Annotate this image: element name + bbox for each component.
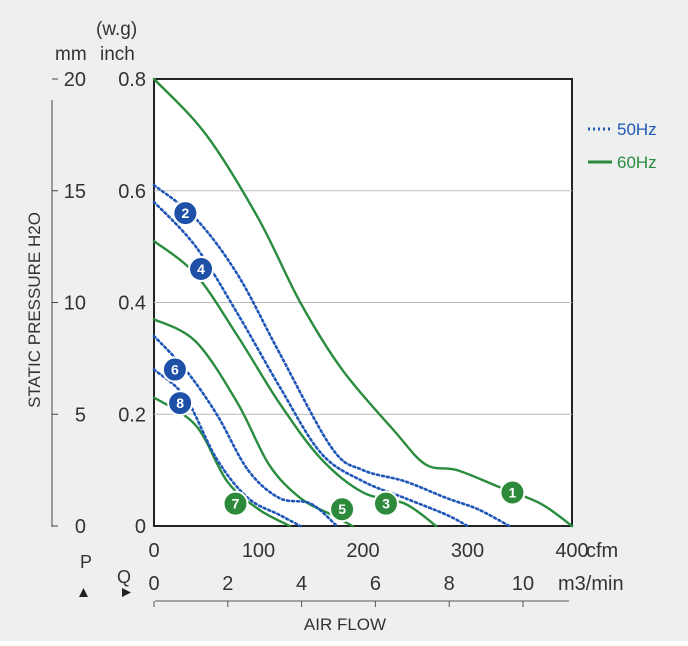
curve-badge-5: 5 bbox=[329, 496, 356, 523]
curve-badge-2: 2 bbox=[172, 200, 199, 227]
badge-circle bbox=[172, 200, 199, 227]
y-tick-label-mm: 15 bbox=[64, 181, 86, 203]
x-tick-label-m3min: 8 bbox=[444, 573, 455, 595]
x-tick-label-m3min: 10 bbox=[512, 573, 534, 595]
p-label: P bbox=[80, 552, 92, 572]
x-tick-label-m3min: 6 bbox=[370, 573, 381, 595]
y-ticks-mm: 0 5 10 15 20 bbox=[52, 69, 86, 538]
y-axis-label: STATIC PRESSURE H2O bbox=[25, 212, 44, 408]
curve-badge-1: 1 bbox=[499, 479, 526, 506]
q-arrow-icon bbox=[122, 588, 131, 597]
x-axis-label: AIR FLOW bbox=[304, 615, 386, 634]
badge-circle bbox=[499, 479, 526, 506]
x-bracket-ticks bbox=[153, 601, 524, 607]
badge-circle bbox=[372, 490, 399, 517]
x-tick-label-m3min: 4 bbox=[296, 573, 307, 595]
badge-label: 6 bbox=[171, 362, 179, 378]
badge-group: 1 2 3 4 5 6 7 8 bbox=[161, 200, 526, 523]
x-tick-label-cfm: 400 bbox=[555, 540, 588, 562]
x-tick-label-cfm: 100 bbox=[242, 540, 275, 562]
x-tick-label-cfm: 300 bbox=[451, 540, 484, 562]
x-ticks-m3min: 0 2 4 6 8 10 bbox=[148, 573, 534, 595]
badge-label: 5 bbox=[338, 501, 346, 517]
x-ticks-cfm: 0 100 200 300 400 bbox=[148, 540, 588, 562]
curve-badge-8: 8 bbox=[167, 390, 194, 417]
unit-cfm: cfm bbox=[586, 540, 618, 562]
x-tick-label-cfm: 0 bbox=[148, 540, 159, 562]
badge-label: 8 bbox=[176, 395, 184, 411]
curve-badge-3: 3 bbox=[372, 490, 399, 517]
curve-badge-6: 6 bbox=[161, 356, 188, 383]
q-label: Q bbox=[117, 567, 131, 587]
badge-circle bbox=[222, 490, 249, 517]
x-tick-label-m3min: 2 bbox=[222, 573, 233, 595]
badge-circle bbox=[161, 356, 188, 383]
y-tick-label-inch: 0.6 bbox=[118, 181, 146, 203]
curve-2 bbox=[152, 183, 511, 528]
unit-inch: inch bbox=[100, 44, 135, 65]
y-tick-label-mm: 10 bbox=[64, 293, 86, 315]
badge-circle bbox=[329, 496, 356, 523]
unit-m3min: m3/min bbox=[558, 573, 624, 595]
x-tick-label-m3min: 0 bbox=[148, 573, 159, 595]
y-tick-label-inch: 0.4 bbox=[118, 293, 146, 315]
curve-badge-7: 7 bbox=[222, 490, 249, 517]
badge-circle bbox=[188, 255, 215, 282]
y-tick-label-mm: 5 bbox=[75, 404, 86, 426]
y-tick-label-inch: 0 bbox=[135, 516, 146, 538]
y-tick-label-mm: 20 bbox=[64, 69, 86, 91]
badge-label: 3 bbox=[382, 496, 390, 512]
p-arrow-icon bbox=[79, 588, 88, 597]
badge-label: 2 bbox=[181, 205, 189, 221]
badge-label: 7 bbox=[232, 496, 240, 512]
x-tick-label-cfm: 200 bbox=[346, 540, 379, 562]
legend-60hz-label: 60Hz bbox=[617, 153, 657, 172]
badge-label: 1 bbox=[509, 484, 517, 500]
grid-lines bbox=[154, 190, 572, 415]
badge-circle bbox=[167, 390, 194, 417]
badge-label: 4 bbox=[197, 261, 205, 277]
unit-mm: mm bbox=[55, 44, 87, 65]
y-tick-label-inch: 0.8 bbox=[118, 69, 146, 91]
legend-50hz-label: 50Hz bbox=[617, 120, 657, 139]
y-tick-label-inch: 0.2 bbox=[118, 404, 146, 426]
y-ticks-inch: 0 0.2 0.4 0.6 0.8 bbox=[118, 69, 146, 538]
y-tick-label-mm: 0 bbox=[75, 516, 86, 538]
unit-wg: (w.g) bbox=[96, 19, 137, 40]
legend: 50Hz 60Hz bbox=[588, 120, 657, 172]
curve-badge-4: 4 bbox=[188, 255, 215, 282]
